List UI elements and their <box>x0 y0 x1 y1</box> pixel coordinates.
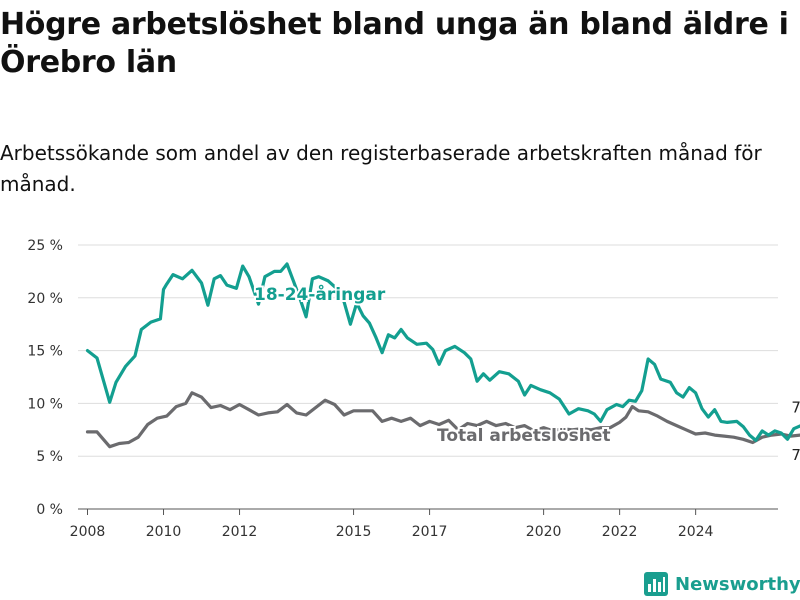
x-tick-label: 2024 <box>678 524 714 540</box>
end-value-label-youth: 7,8 % <box>791 399 800 417</box>
y-tick-label: 15 % <box>27 344 63 360</box>
x-tick-label: 2008 <box>70 524 106 540</box>
y-tick-label: 0 % <box>36 502 63 518</box>
x-tick-label: 2022 <box>602 524 638 540</box>
y-tick-label: 20 % <box>27 291 63 307</box>
series-line-total <box>85 391 800 449</box>
series-line-youth <box>85 262 800 442</box>
y-tick-label: 5 % <box>36 449 63 465</box>
brand-name: Newsworthy <box>675 573 800 595</box>
chart-title: Högre arbetslöshet bland unga än bland ä… <box>0 7 789 80</box>
series-labels: 18-24-åringar Total arbetslöshet 7,8 % 7,1 … <box>252 281 800 464</box>
x-tick-label: 2015 <box>336 524 372 540</box>
y-axis: 0 % 5 % 10 % 15 % 20 % 25 % <box>27 238 63 518</box>
chart-subtitle: Arbetssökande som andel av den registerb… <box>0 141 762 196</box>
y-tick-label: 25 % <box>27 238 63 254</box>
series-label-total: Total arbetslöshet <box>437 426 611 446</box>
y-tick-label: 10 % <box>27 396 63 412</box>
x-tick-label: 2020 <box>526 524 562 540</box>
x-tick-label: 2010 <box>146 524 182 540</box>
end-value-label-total: 7,1 % <box>791 446 800 464</box>
x-tick-label: 2012 <box>222 524 258 540</box>
bar-chart-icon <box>644 572 668 596</box>
newsworthy-logo: Newsworthy <box>644 570 800 598</box>
series-label-youth: 18-24-åringar <box>254 283 386 305</box>
x-axis: 2008 2010 2012 2015 2017 2020 2022 2024 <box>70 509 714 540</box>
series-lines <box>85 262 800 449</box>
line-chart: 0 %5 %10 %15 %20 %25 % 2008 2010 2012 2015 2… <box>27 238 800 540</box>
x-tick-label: 2017 <box>412 524 448 540</box>
grid-lines <box>78 244 778 510</box>
